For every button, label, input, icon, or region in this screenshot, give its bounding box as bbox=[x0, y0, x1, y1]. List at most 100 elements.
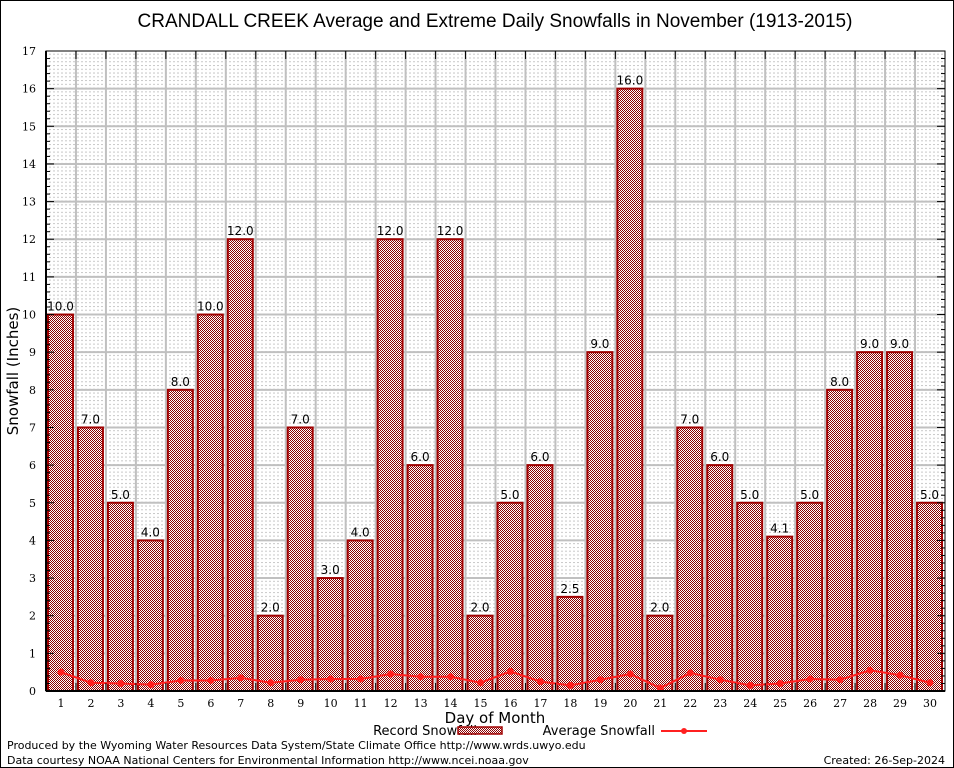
bar-value-label: 8.0 bbox=[830, 375, 849, 389]
x-tick-label: 19 bbox=[593, 697, 607, 710]
bar-record bbox=[796, 501, 824, 692]
y-tick-label: 11 bbox=[22, 271, 36, 284]
average-point bbox=[896, 671, 904, 679]
bar-value-label: 9.0 bbox=[890, 337, 909, 351]
x-tick-label: 4 bbox=[147, 697, 154, 710]
bar-value-label: 2.0 bbox=[261, 601, 280, 615]
y-tick-label: 6 bbox=[29, 459, 36, 472]
bar-record bbox=[316, 577, 344, 693]
legend-swatch-record bbox=[457, 726, 503, 735]
bar-record bbox=[496, 501, 524, 692]
y-tick-label: 4 bbox=[29, 534, 36, 547]
average-point bbox=[686, 669, 694, 677]
bar-record bbox=[856, 351, 884, 692]
x-tick-label: 29 bbox=[893, 697, 907, 710]
x-tick-label: 12 bbox=[384, 697, 398, 710]
y-tick-label: 17 bbox=[22, 45, 36, 58]
y-tick-label: 5 bbox=[29, 497, 36, 510]
bar-data-labels: 10.0 7.0 5.0 4.0 8.0 10.0 12.0 2.0 7.0 3.0 4.0 12.0… bbox=[47, 74, 939, 615]
y-tick-label: 14 bbox=[22, 158, 36, 171]
average-point bbox=[87, 679, 95, 687]
bar-value-label: 16.0 bbox=[616, 74, 643, 88]
footer-produced-by: Produced by the Wyoming Water Resources … bbox=[7, 739, 586, 752]
y-tick-label: 9 bbox=[29, 346, 36, 359]
bar-record bbox=[646, 614, 674, 692]
bar-value-label: 3.0 bbox=[321, 563, 340, 577]
y-tick-label: 2 bbox=[29, 610, 36, 623]
average-point bbox=[626, 670, 634, 678]
x-axis-label: Day of Month bbox=[445, 709, 546, 727]
average-point bbox=[536, 678, 544, 686]
bar-value-label: 12.0 bbox=[437, 224, 464, 238]
bar-record bbox=[706, 464, 734, 692]
bar-value-label: 10.0 bbox=[197, 300, 224, 314]
bar-value-label: 5.0 bbox=[800, 488, 819, 502]
average-point bbox=[177, 676, 185, 684]
x-tick-label: 16 bbox=[503, 697, 517, 710]
x-tick-label: 13 bbox=[414, 697, 428, 710]
average-point bbox=[57, 668, 65, 676]
average-point bbox=[207, 676, 215, 684]
x-tick-label: 22 bbox=[683, 697, 697, 710]
average-point bbox=[506, 667, 514, 675]
y-tick-label: 16 bbox=[22, 83, 36, 96]
bar-value-label: 5.0 bbox=[740, 488, 759, 502]
bar-record bbox=[106, 501, 134, 692]
bar-value-label: 5.0 bbox=[920, 488, 939, 502]
y-tick-label: 8 bbox=[29, 384, 36, 397]
bar-record bbox=[766, 535, 794, 692]
x-tick-label: 24 bbox=[743, 697, 757, 710]
x-tick-label: 18 bbox=[563, 697, 577, 710]
legend-label-average: Average Snowfall bbox=[543, 724, 655, 739]
average-point bbox=[267, 679, 275, 687]
bar-record bbox=[736, 501, 764, 692]
bar-record bbox=[196, 313, 224, 692]
bar-value-label: 7.0 bbox=[291, 412, 310, 426]
average-line bbox=[60, 669, 931, 690]
footer-created-date: Created: 26-Sep-2024 bbox=[824, 754, 945, 767]
x-tick-label: 27 bbox=[833, 697, 847, 710]
legend: Record Snowfall Average Snowfall bbox=[373, 724, 707, 739]
chart-title: CRANDALL CREEK Average and Extreme Daily… bbox=[138, 11, 853, 32]
bar-value-label: 4.1 bbox=[770, 522, 789, 536]
bar-record bbox=[286, 426, 314, 692]
x-tick-label: 15 bbox=[474, 697, 488, 710]
x-tick-label: 20 bbox=[623, 697, 637, 710]
bar-value-label: 9.0 bbox=[590, 337, 609, 351]
bar-value-label: 5.0 bbox=[500, 488, 519, 502]
average-point bbox=[716, 676, 724, 684]
x-tick-label: 21 bbox=[653, 697, 667, 710]
average-point bbox=[417, 673, 425, 681]
bar-record bbox=[586, 351, 614, 692]
y-tick-label: 12 bbox=[22, 233, 36, 246]
x-tick-label: 11 bbox=[354, 697, 368, 710]
bar-value-label: 12.0 bbox=[227, 224, 254, 238]
bar-record bbox=[256, 614, 284, 692]
x-tick-labels: 1 2 3 4 5 6 7 8 9 10 11 12 13 14 15 16 17 18 19 20 21 22 23 24 2… bbox=[57, 697, 937, 710]
average-point bbox=[477, 679, 485, 687]
axes bbox=[45, 50, 946, 692]
bar-record bbox=[406, 464, 434, 692]
y-tick-label: 13 bbox=[22, 196, 36, 209]
grid-lines bbox=[46, 51, 945, 691]
x-tick-label: 5 bbox=[177, 697, 184, 710]
average-point bbox=[357, 675, 365, 683]
x-tick-label: 7 bbox=[237, 697, 244, 710]
bar-record bbox=[346, 539, 374, 692]
bar-value-label: 12.0 bbox=[377, 224, 404, 238]
bar-record bbox=[556, 595, 584, 692]
x-tick-label: 28 bbox=[863, 697, 877, 710]
y-tick-label: 7 bbox=[29, 421, 36, 434]
x-tick-label: 2 bbox=[87, 697, 94, 710]
bar-value-label: 9.0 bbox=[860, 337, 879, 351]
bar-value-label: 5.0 bbox=[111, 488, 130, 502]
bar-value-label: 10.0 bbox=[47, 300, 74, 314]
bar-series-record bbox=[47, 87, 943, 693]
average-point bbox=[836, 676, 844, 684]
bar-record bbox=[136, 539, 164, 692]
x-tick-label: 26 bbox=[803, 697, 817, 710]
y-tick-label: 0 bbox=[29, 685, 36, 698]
bar-value-label: 2.0 bbox=[650, 601, 669, 615]
